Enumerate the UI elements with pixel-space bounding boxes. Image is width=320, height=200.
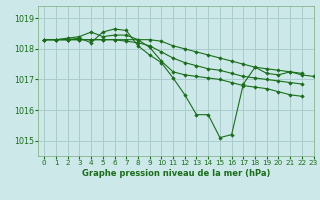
- X-axis label: Graphe pression niveau de la mer (hPa): Graphe pression niveau de la mer (hPa): [82, 169, 270, 178]
